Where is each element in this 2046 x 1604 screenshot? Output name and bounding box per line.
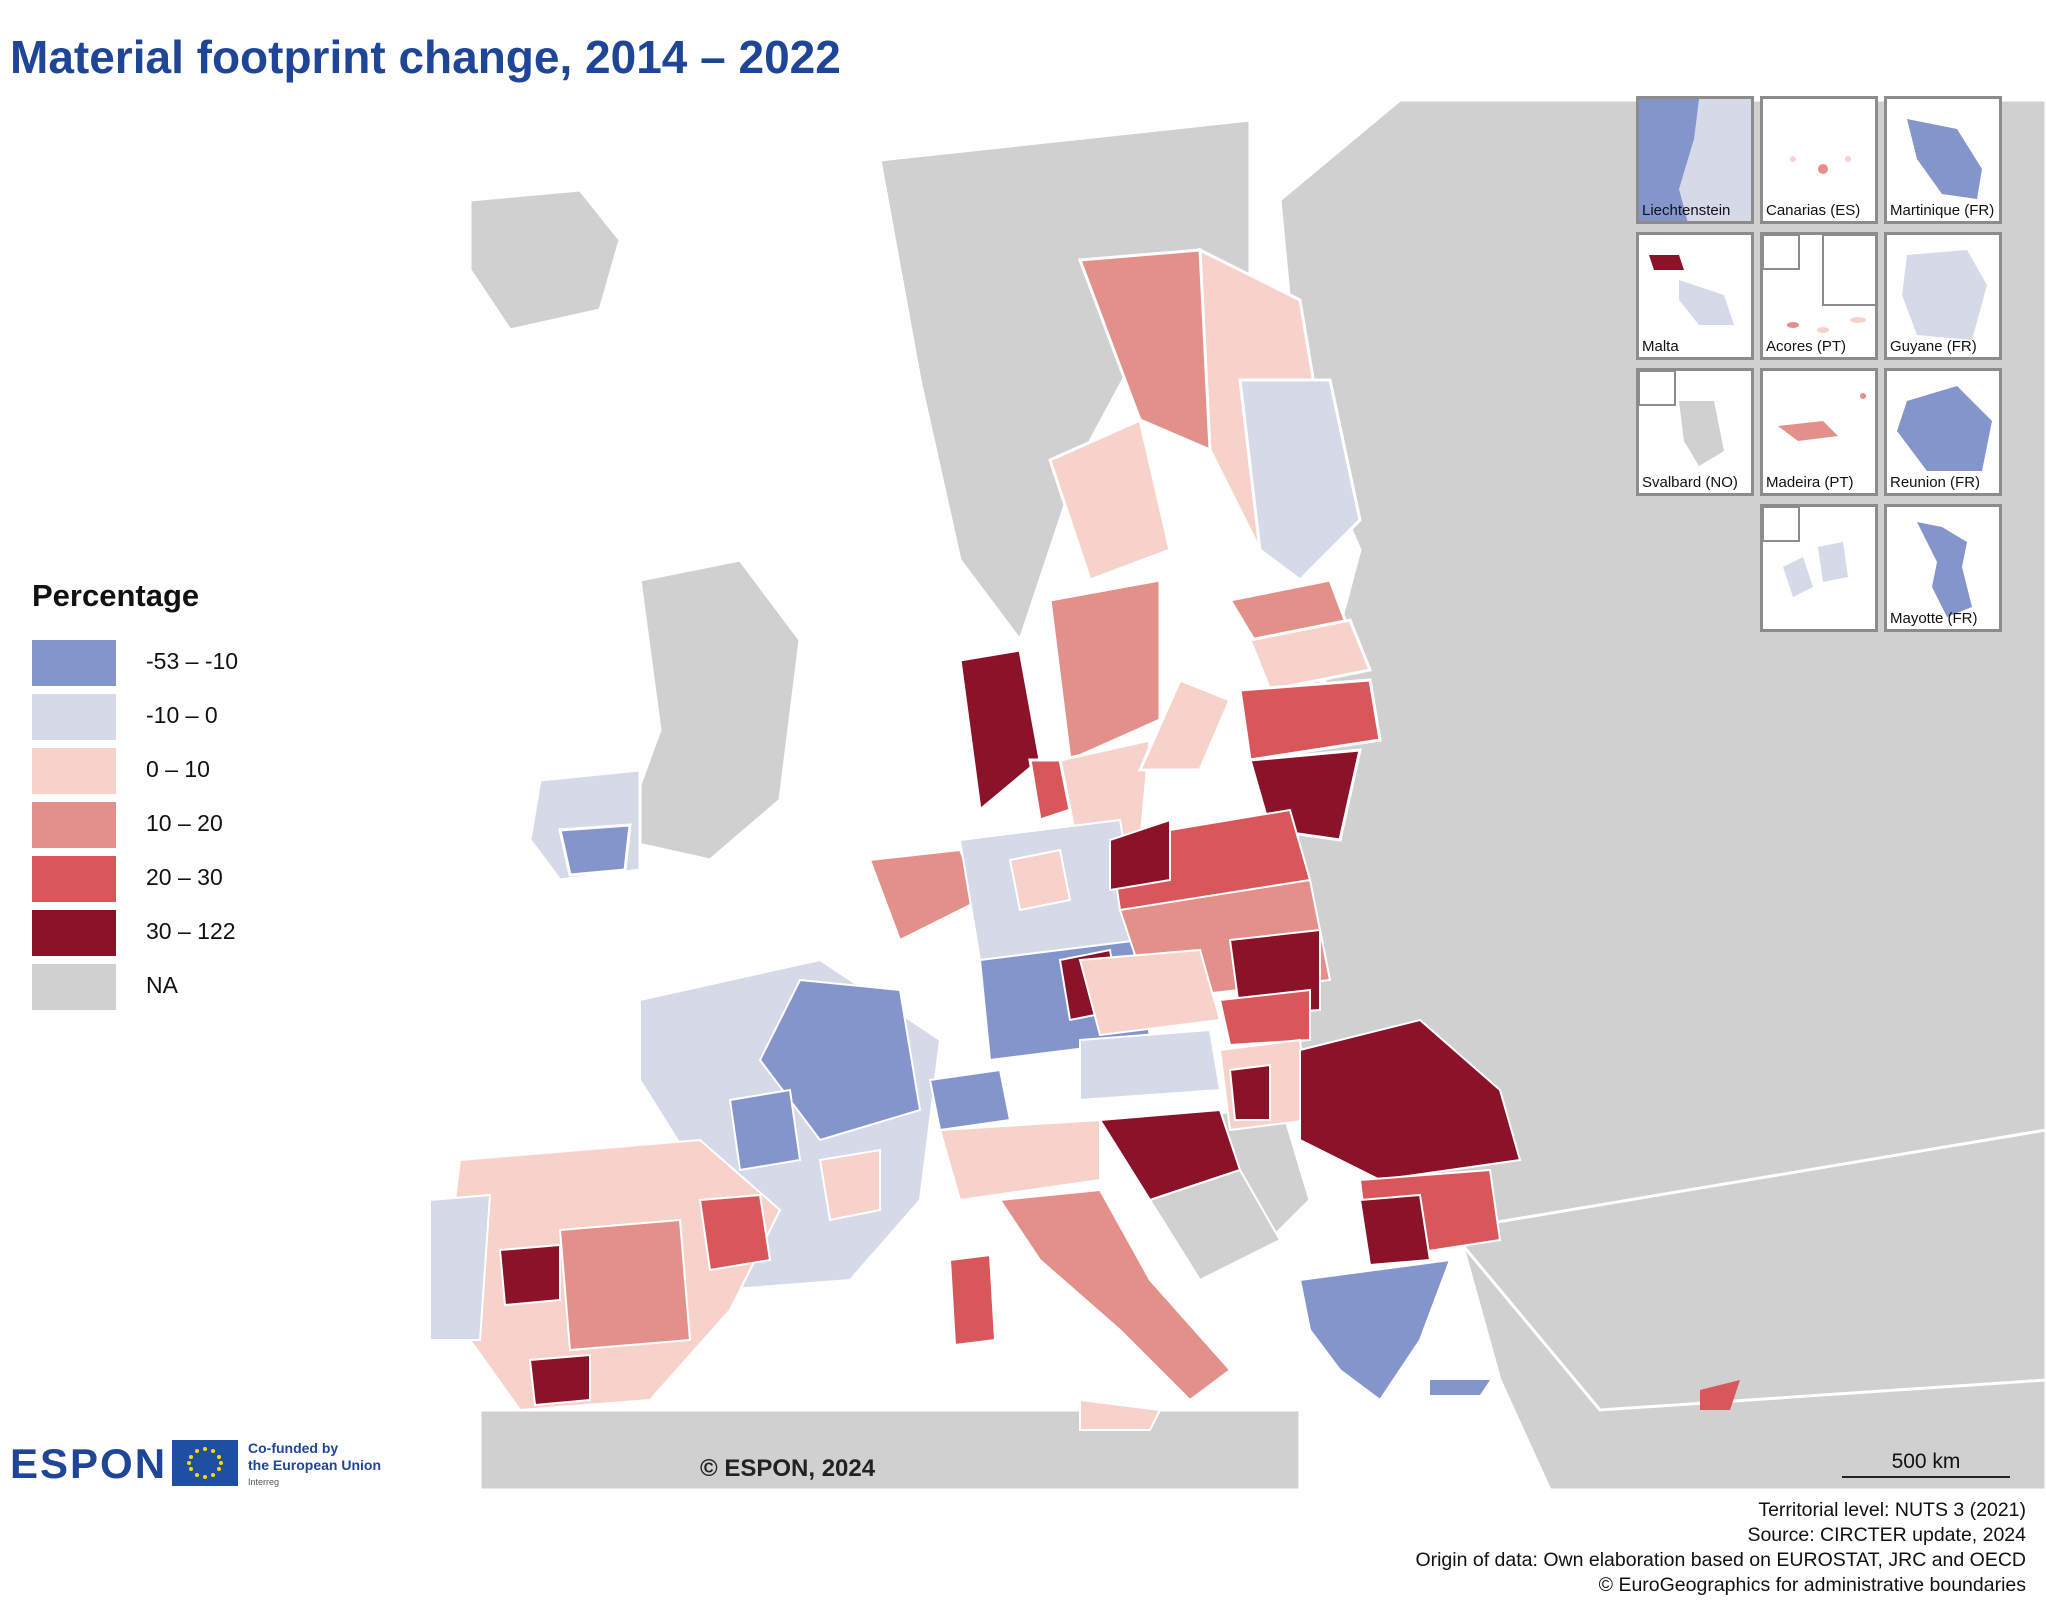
inset-acores: Acores (PT) [1760, 232, 1878, 360]
eu-line-2: the European Union [248, 1457, 381, 1473]
legend-label: 10 – 20 [146, 810, 223, 836]
legend-swatch [32, 964, 116, 1010]
legend-label: 20 – 30 [146, 864, 223, 890]
inset-guyane: Guyane (FR) [1884, 232, 2002, 360]
eu-sub: Interreg [248, 1477, 280, 1487]
legend-swatch [32, 802, 116, 848]
inset-label: Mayotte (FR) [1890, 610, 1978, 627]
footer-territorial: Territorial level: NUTS 3 (2021) [1758, 1499, 2026, 1521]
inset-label: Reunion (FR) [1890, 474, 1981, 491]
inset-label: Madeira (PT) [1766, 474, 1854, 491]
inset-madeira: Madeira (PT) [1760, 368, 1878, 496]
inset-label: Malta [1642, 338, 1679, 355]
inset-svalbard: Svalbard (NO) [1636, 368, 1754, 496]
inset-label: Svalbard (NO) [1642, 474, 1738, 491]
inset-mayotte: Mayotte (FR) [1884, 504, 2002, 632]
legend-swatch [32, 694, 116, 740]
inset-martinique: Martinique (FR) [1884, 96, 2002, 224]
eu-line-1: Co-funded by [248, 1440, 339, 1456]
iceland-shape [468, 188, 622, 332]
inset-label: Guyane (FR) [1890, 338, 1977, 355]
footer-credits: Territorial level: NUTS 3 (2021) Source:… [1415, 1498, 2026, 1598]
inset-malta: Malta [1636, 232, 1754, 360]
legend-label: -53 – -10 [146, 648, 239, 674]
great-britain-shape [618, 558, 802, 862]
legend-title: Percentage [32, 578, 200, 613]
legend-label: NA [146, 972, 178, 998]
scale-bar: 500 km [1842, 1450, 2010, 1478]
inset-label: Liechtenstein [1642, 202, 1731, 219]
espon-logo: ESPON [10, 1440, 168, 1487]
eu-cofunded-text: Co-funded by the European Union Interreg [248, 1440, 381, 1491]
legend-label: 0 – 10 [146, 756, 210, 782]
copyright: © ESPON, 2024 [700, 1455, 876, 1482]
legend-swatch [32, 910, 116, 956]
legend-swatch [32, 748, 116, 794]
map-title: Material footprint change, 2014 – 2022 [10, 31, 841, 83]
legend-label: -10 – 0 [146, 702, 218, 728]
legend-swatch [32, 640, 116, 686]
inset-guadeloupe [1760, 504, 1878, 632]
inset-label: Acores (PT) [1766, 338, 1847, 355]
footer-source: Source: CIRCTER update, 2024 [1747, 1524, 2026, 1546]
inset-canarias: Canarias (ES) [1760, 96, 1878, 224]
inset-label: Martinique (FR) [1890, 202, 1995, 219]
eu-flag-icon [172, 1440, 238, 1486]
scale-label: 500 km [1891, 1450, 1961, 1473]
scale-line [1842, 1476, 2010, 1478]
footer-boundaries: © EuroGeographics for administrative bou… [1598, 1574, 2026, 1596]
legend-label: 30 – 122 [146, 918, 236, 944]
inset-label: Canarias (ES) [1766, 202, 1861, 219]
legend-swatch [32, 856, 116, 902]
footer-origin: Origin of data: Own elaboration based on… [1415, 1549, 2026, 1571]
inset-liechtenstein: Liechtenstein [1636, 96, 1754, 224]
inset-reunion: Reunion (FR) [1884, 368, 2002, 496]
